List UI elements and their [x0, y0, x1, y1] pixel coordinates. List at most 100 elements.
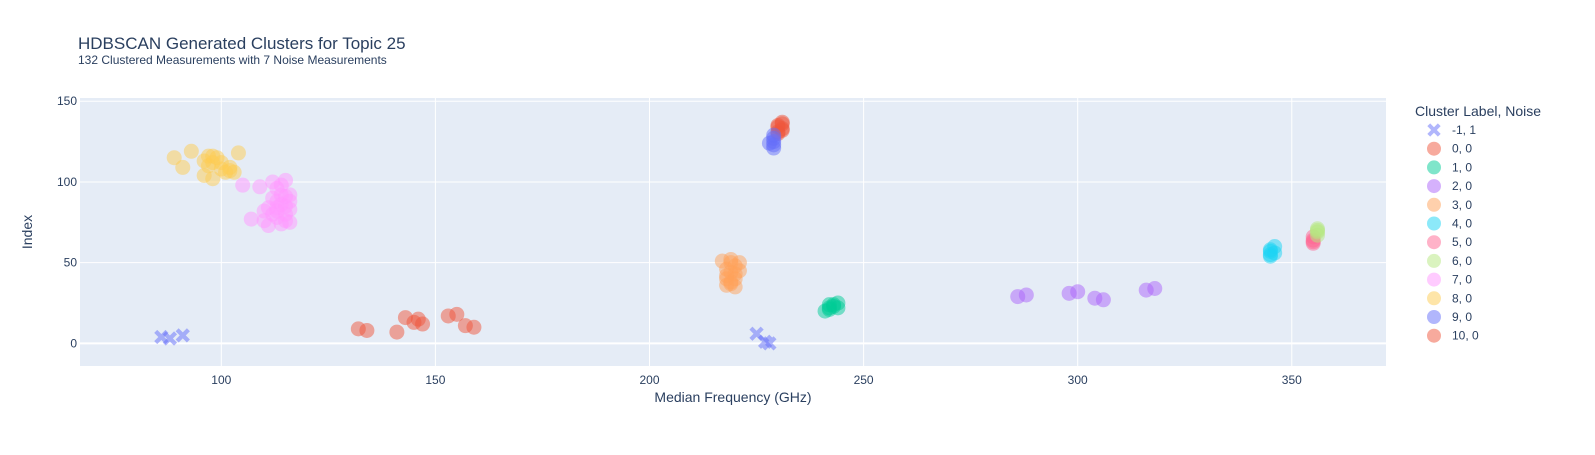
y-tick-label: 100	[57, 175, 77, 189]
x-tick-label: 100	[211, 373, 231, 387]
cluster-point[interactable]	[235, 177, 251, 193]
series-group	[1309, 221, 1325, 243]
series-group	[761, 127, 782, 156]
cluster-point[interactable]	[821, 297, 837, 313]
legend-item-label: 6, 0	[1452, 254, 1472, 268]
series-group	[1262, 239, 1283, 264]
cluster-point[interactable]	[766, 127, 782, 143]
y-tick-label: 50	[64, 256, 78, 270]
cluster-point[interactable]	[278, 172, 294, 188]
legend-item[interactable]: 4, 0	[1427, 216, 1472, 231]
legend-item[interactable]: 10, 0	[1427, 328, 1479, 343]
legend-circle-marker[interactable]	[1427, 160, 1441, 175]
cluster-point[interactable]	[723, 276, 739, 292]
legend-item-label: 7, 0	[1452, 273, 1472, 287]
cluster-point[interactable]	[230, 145, 246, 161]
legend-circle-marker[interactable]	[1427, 328, 1441, 343]
legend-item-label: 1, 0	[1452, 160, 1472, 174]
series-group	[166, 143, 246, 187]
y-tick-label: 0	[70, 336, 77, 350]
legend-x-marker[interactable]	[1427, 123, 1441, 137]
x-tick-label: 250	[854, 373, 874, 387]
legend-item-label: 0, 0	[1452, 142, 1472, 156]
cluster-point[interactable]	[415, 316, 431, 332]
series-group	[1010, 281, 1163, 308]
legend-circle-marker[interactable]	[1427, 272, 1441, 287]
legend-title: Cluster Label, Noise	[1415, 103, 1541, 119]
legend-item[interactable]: 8, 0	[1427, 291, 1472, 306]
legend-item-label: 3, 0	[1452, 198, 1472, 212]
legend-item[interactable]: -1, 1	[1427, 123, 1476, 137]
cluster-point[interactable]	[723, 251, 739, 267]
noise-point[interactable]	[175, 328, 190, 343]
cluster-point[interactable]	[1095, 292, 1111, 308]
cluster-point[interactable]	[269, 203, 285, 219]
x-axis-title: Median Frequency (GHz)	[654, 389, 811, 405]
cluster-point[interactable]	[1262, 243, 1278, 259]
legend-circle-marker[interactable]	[1427, 141, 1441, 156]
legend-item[interactable]: 2, 0	[1427, 179, 1472, 194]
legend-circle-marker[interactable]	[1427, 216, 1441, 231]
cluster-point[interactable]	[166, 150, 182, 166]
series-group	[350, 306, 482, 340]
legend-circle-marker[interactable]	[1427, 179, 1441, 194]
noise-point[interactable]	[762, 336, 777, 351]
y-axis-title: Index	[19, 215, 35, 249]
legend-circle-marker[interactable]	[1427, 253, 1441, 268]
series-group	[714, 251, 747, 295]
legend-item-label: 2, 0	[1452, 179, 1472, 193]
legend-item-label: 5, 0	[1452, 235, 1472, 249]
legend[interactable]: Cluster Label, Noise -1, 1 0, 0 1, 0 2, 0 3,…	[1415, 103, 1541, 343]
cluster-point[interactable]	[1309, 222, 1325, 238]
legend-circle-marker[interactable]	[1427, 235, 1441, 250]
legend-item-label: -1, 1	[1452, 123, 1476, 137]
legend-circle-marker[interactable]	[1427, 197, 1441, 212]
chart-title: HDBSCAN Generated Clusters for Topic 25	[78, 34, 406, 53]
cluster-point[interactable]	[466, 319, 482, 335]
gridlines	[80, 98, 1386, 366]
cluster-point[interactable]	[205, 171, 221, 187]
series-group	[235, 172, 298, 234]
plot-area	[80, 98, 1386, 366]
legend-item[interactable]: 7, 0	[1427, 272, 1472, 287]
legend-item[interactable]: 6, 0	[1427, 253, 1472, 268]
cluster-point[interactable]	[243, 211, 259, 227]
cluster-point[interactable]	[175, 159, 191, 175]
chart-subtitle: 132 Clustered Measurements with 7 Noise …	[78, 53, 387, 67]
legend-item-label: 4, 0	[1452, 217, 1472, 231]
series-group	[154, 326, 777, 351]
legend-circle-marker[interactable]	[1427, 310, 1441, 324]
cluster-point[interactable]	[359, 322, 375, 338]
legend-item-label: 9, 0	[1452, 310, 1472, 324]
series-group	[817, 295, 846, 319]
legend-item[interactable]: 0, 0	[1427, 141, 1472, 156]
tick-labels: 100 150 200 250 300 350 0 50 100 150	[57, 94, 1302, 387]
cluster-point[interactable]	[226, 164, 242, 180]
legend-items[interactable]: -1, 1 0, 0 1, 0 2, 0 3, 0 4, 0 5, 0 6, 0 7, 0 8, …	[1427, 123, 1479, 343]
x-tick-label: 200	[639, 373, 659, 387]
y-tick-label: 150	[57, 94, 77, 108]
cluster-point[interactable]	[1147, 281, 1163, 297]
noise-point[interactable]	[162, 331, 178, 346]
cluster-point[interactable]	[205, 148, 221, 164]
cluster-point[interactable]	[1070, 284, 1086, 300]
legend-item[interactable]: 1, 0	[1427, 160, 1472, 175]
cluster-point[interactable]	[282, 201, 298, 217]
legend-item-label: 8, 0	[1452, 291, 1472, 305]
cluster-point[interactable]	[1018, 287, 1034, 303]
data-points	[154, 114, 1325, 351]
x-tick-label: 150	[425, 373, 445, 387]
x-tick-label: 300	[1068, 373, 1088, 387]
cluster-point[interactable]	[449, 306, 465, 322]
cluster-point[interactable]	[282, 214, 298, 230]
cluster-point[interactable]	[389, 324, 405, 340]
x-tick-label: 350	[1282, 373, 1302, 387]
cluster-point[interactable]	[774, 116, 790, 132]
legend-item[interactable]: 9, 0	[1427, 310, 1472, 324]
legend-circle-marker[interactable]	[1427, 291, 1441, 306]
cluster-point[interactable]	[252, 179, 268, 195]
legend-item[interactable]: 3, 0	[1427, 197, 1472, 212]
legend-item[interactable]: 5, 0	[1427, 235, 1472, 250]
cluster-point[interactable]	[183, 143, 199, 159]
